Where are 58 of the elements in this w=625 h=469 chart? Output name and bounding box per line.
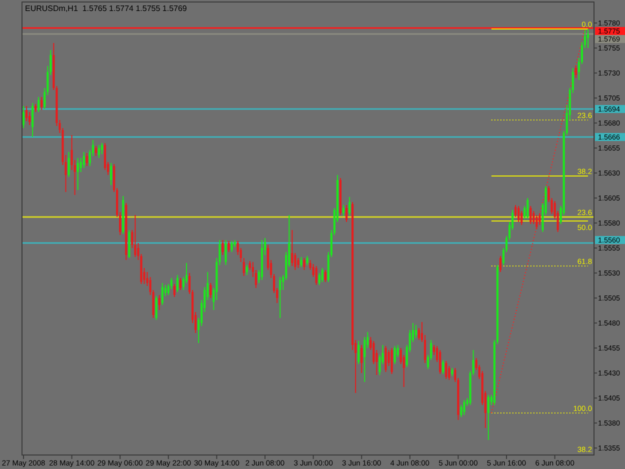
- candlestick: [297, 258, 300, 268]
- candlestick: [414, 324, 417, 338]
- candlestick: [526, 198, 529, 220]
- candlestick: [487, 394, 490, 440]
- candlestick: [246, 264, 248, 276]
- candlestick: [134, 214, 136, 258]
- candlestick: [345, 204, 348, 222]
- candlestick: [179, 278, 182, 290]
- candlestick: [222, 240, 224, 256]
- candlestick: [439, 350, 442, 374]
- candlestick: [100, 142, 104, 154]
- candlestick: [499, 256, 502, 272]
- candlestick: [224, 240, 227, 266]
- candlestick: [38, 96, 40, 112]
- candlestick: [98, 144, 100, 158]
- candlestick: [518, 206, 520, 222]
- candlestick: [68, 152, 70, 178]
- candlestick: [176, 274, 179, 292]
- candlestick: [173, 284, 176, 298]
- candlestick: [40, 96, 43, 110]
- candlestick: [442, 360, 444, 374]
- candlestick: [463, 400, 466, 416]
- candlestick: [348, 196, 351, 216]
- candlestick: [300, 256, 302, 268]
- candlestick: [22, 106, 25, 128]
- candlestick: [76, 158, 79, 190]
- candlestick: [94, 146, 98, 156]
- candlestick: [303, 258, 306, 270]
- candlestick: [110, 162, 112, 186]
- candlestick: [324, 270, 326, 282]
- candlestick: [342, 204, 345, 216]
- candlestick: [586, 28, 590, 48]
- candlestick: [536, 214, 538, 230]
- candlestick: [82, 152, 85, 168]
- candlestick: [155, 296, 158, 320]
- candlestick: [25, 106, 28, 122]
- candlestick: [279, 276, 282, 318]
- candlestick: [158, 294, 160, 310]
- candlestick: [242, 258, 245, 276]
- candlestick: [321, 268, 324, 282]
- candlestick: [315, 266, 318, 286]
- candlestick: [210, 282, 212, 298]
- candlestick: [358, 340, 360, 364]
- candlestick: [360, 344, 363, 374]
- candlestick: [384, 346, 387, 372]
- candlestick: [390, 348, 393, 374]
- candlestick: [574, 66, 577, 78]
- candlestick: [230, 240, 233, 252]
- candlestick: [86, 152, 88, 166]
- candlestick: [445, 360, 448, 380]
- candlestick: [394, 346, 396, 364]
- candlestick: [538, 212, 541, 226]
- chart-title: EURUSDm,H1 1.5765 1.5774 1.5755 1.5769: [25, 4, 188, 13]
- candlestick: [161, 282, 164, 306]
- candlestick: [228, 240, 230, 252]
- candlestick: [32, 102, 34, 138]
- candlestick: [291, 230, 294, 266]
- candlestick: [530, 206, 532, 224]
